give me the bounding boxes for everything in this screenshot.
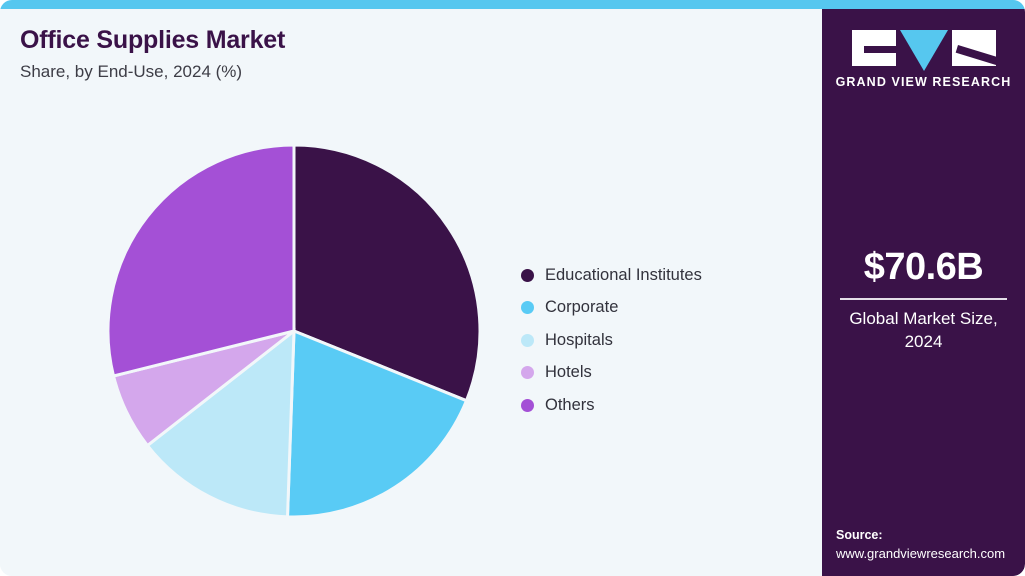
market-size-value: $70.6B xyxy=(863,246,984,288)
legend-item-label: Others xyxy=(545,395,595,414)
top-accent-bar xyxy=(0,0,1025,9)
source-block: Source: www.grandviewresearch.com xyxy=(836,526,1025,563)
brand-panel: GRAND VIEW RESEARCH $70.6B Global Market… xyxy=(822,9,1025,576)
legend-swatch-icon xyxy=(521,398,534,412)
source-label: Source: xyxy=(836,528,883,543)
page-subtitle: Share, by End-Use, 2024 (%) xyxy=(20,61,243,81)
legend-item[interactable]: Others xyxy=(521,389,781,422)
page-title: Office Supplies Market xyxy=(20,26,286,54)
stat-divider xyxy=(840,297,1007,300)
legend-swatch-icon xyxy=(521,333,534,347)
legend-item-label: Educational Institutes xyxy=(545,265,702,284)
pie-slice[interactable] xyxy=(107,144,296,378)
market-size-block: $70.6B Global Market Size, 2024 xyxy=(822,246,1025,354)
pie-chart-svg xyxy=(107,144,481,518)
chart-legend: Educational Institutes Corporate Hospitals… xyxy=(521,259,781,422)
legend-swatch-icon xyxy=(521,268,534,282)
legend-item-label: Corporate xyxy=(545,298,619,317)
pie-slice[interactable] xyxy=(145,327,296,518)
legend-item[interactable]: Hotels xyxy=(521,357,781,390)
legend-item[interactable]: Educational Institutes xyxy=(521,259,781,292)
legend-item[interactable]: Hospitals xyxy=(521,324,781,357)
pie-slice[interactable] xyxy=(292,144,481,403)
source-url: www.grandviewresearch.com xyxy=(836,545,1006,561)
legend-swatch-icon xyxy=(521,301,534,315)
legend-swatch-icon xyxy=(521,366,534,380)
legend-item-label: Hotels xyxy=(545,363,592,382)
logo-marks xyxy=(822,30,1025,71)
logo-wordmark: GRAND VIEW RESEARCH xyxy=(835,75,1012,89)
pie-chart xyxy=(107,144,481,518)
title-block: Office Supplies Market Share, by End-Use… xyxy=(20,26,720,82)
chart-panel: Office Supplies Market Share, by End-Use… xyxy=(0,9,822,576)
legend-item[interactable]: Corporate xyxy=(521,292,781,325)
logo-g-icon xyxy=(851,30,896,66)
market-size-caption: Global Market Size, 2024 xyxy=(849,308,998,351)
logo-v-triangle-icon xyxy=(899,30,948,71)
legend-item-label: Hospitals xyxy=(545,330,613,349)
logo-r-icon xyxy=(951,30,996,66)
pie-slice[interactable] xyxy=(285,328,469,518)
gvr-logo: GRAND VIEW RESEARCH xyxy=(822,30,1025,89)
